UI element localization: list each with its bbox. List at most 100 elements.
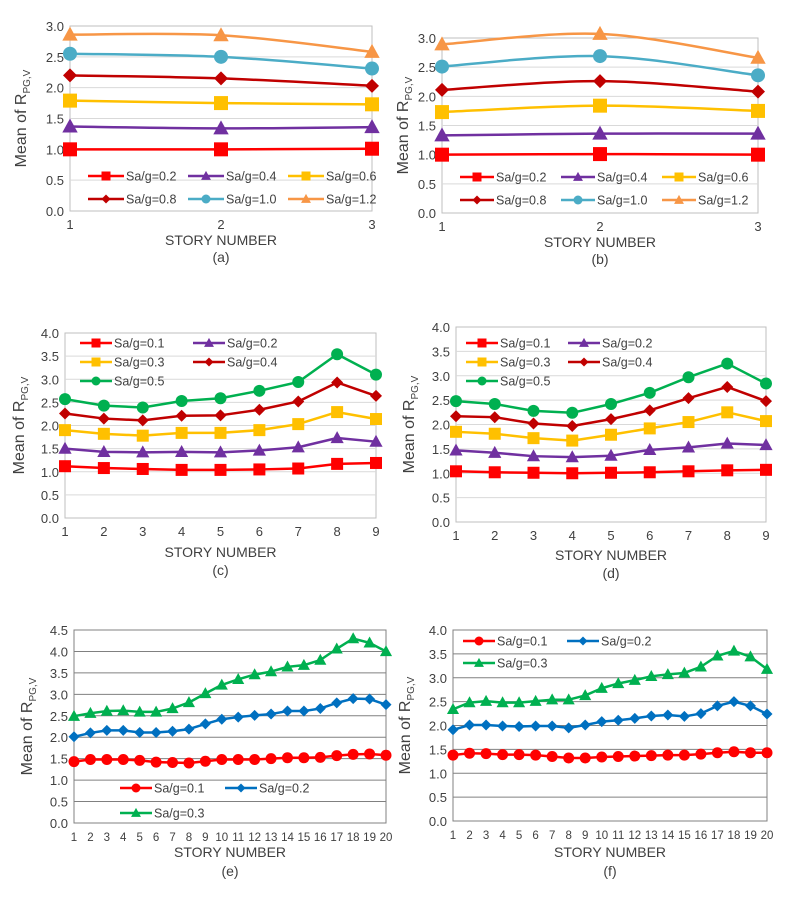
legend-label: Sa/g=0.1 <box>497 635 547 649</box>
series-sa-g-1-0 <box>63 46 379 76</box>
data-point <box>566 419 579 432</box>
x-tick-label: 8 <box>334 524 341 539</box>
data-point <box>59 407 71 420</box>
y-axis-title-subscript: PG,V <box>28 677 39 701</box>
data-point <box>214 409 227 422</box>
data-point <box>175 409 188 422</box>
data-point <box>183 723 195 735</box>
data-point <box>292 376 305 389</box>
x-tick-label: 3 <box>530 528 537 543</box>
legend: Sa/g=0.1 Sa/g=0.2 Sa/g=0.3 Sa/g=0.4 Sa/g=0.5 <box>466 337 652 389</box>
legend-item: Sa/g=0.3 <box>80 356 164 370</box>
data-point <box>248 668 261 680</box>
x-tick-label: 6 <box>532 830 538 842</box>
data-point <box>744 700 756 712</box>
data-point <box>67 709 81 721</box>
panel-caption: (c) <box>212 562 228 578</box>
x-axis-title: STORY NUMBER <box>554 844 666 860</box>
data-point <box>365 97 379 112</box>
data-point <box>605 466 617 479</box>
y-tick-label: 3.0 <box>432 369 450 384</box>
data-point <box>662 709 674 721</box>
legend: Sa/g=0.2 Sa/g=0.4 Sa/g=0.6 Sa/g=0.8 Sa/g=1.0… <box>460 171 748 208</box>
x-tick-label: 5 <box>607 528 614 543</box>
legend-label: Sa/g=0.4 <box>227 356 277 370</box>
y-axis-title-main: Mean of R <box>11 401 28 475</box>
data-point <box>136 445 150 458</box>
data-point <box>331 348 344 361</box>
legend-marker <box>204 337 214 347</box>
y-tick-label: 1.5 <box>46 112 64 127</box>
data-point <box>497 749 509 761</box>
data-point <box>292 395 305 408</box>
x-tick-label: 1 <box>66 217 73 232</box>
data-point <box>759 438 773 451</box>
data-point <box>347 693 359 705</box>
x-tick-label: 8 <box>186 832 192 844</box>
x-tick-label: 9 <box>202 832 208 844</box>
y-tick-label: 1.0 <box>429 766 447 781</box>
y-tick-label: 1.5 <box>50 752 68 767</box>
series-sa-g-0-5 <box>59 348 382 414</box>
data-point <box>681 440 696 453</box>
data-point <box>728 746 740 758</box>
legend-item: Sa/g=0.6 <box>288 170 376 184</box>
x-tick-label: 13 <box>645 830 658 842</box>
data-point <box>62 118 78 133</box>
data-point <box>370 413 382 426</box>
data-point <box>579 719 591 731</box>
y-tick-label: 0.0 <box>50 816 68 831</box>
y-axis-title-subscript: PG,V <box>22 69 33 93</box>
data-point <box>721 357 734 370</box>
data-point <box>253 424 266 437</box>
data-point <box>281 752 293 764</box>
x-tick-label: 1 <box>450 830 456 842</box>
y-tick-label: 2.5 <box>50 709 68 724</box>
legend-item: Sa/g=0.2 <box>568 337 652 351</box>
x-tick-label: 8 <box>565 830 571 842</box>
data-point <box>84 727 96 739</box>
x-tick-label: 3 <box>139 524 146 539</box>
y-tick-label: 0.0 <box>46 204 64 219</box>
legend-label: Sa/g=0.3 <box>154 807 204 821</box>
x-tick-label: 16 <box>694 830 707 842</box>
data-point <box>136 414 149 427</box>
x-tick-label: 7 <box>169 832 175 844</box>
data-point <box>167 757 179 769</box>
chart-panel-e: 0.00.51.01.52.02.53.03.54.04.51 2 3 4 5 6 7 8 9 1… <box>19 623 392 879</box>
data-point <box>117 724 129 736</box>
series-sa-g-0-2 <box>68 693 392 743</box>
data-point <box>364 43 380 58</box>
legend-label: Sa/g=1.0 <box>597 194 647 208</box>
y-axis-title-main: Mean of R <box>19 702 36 776</box>
x-axis-title: STORY NUMBER <box>555 547 667 563</box>
data-point <box>68 731 80 743</box>
x-tick-label: 18 <box>347 832 360 844</box>
data-point <box>380 699 392 711</box>
data-point <box>364 693 376 705</box>
y-tick-label: 1.5 <box>432 442 450 457</box>
y-tick-label: 2.5 <box>41 395 59 410</box>
x-tick-label: 17 <box>330 832 343 844</box>
x-tick-label: 11 <box>232 832 244 844</box>
data-point <box>563 722 575 734</box>
data-point <box>596 751 608 763</box>
data-point <box>488 411 501 424</box>
x-tick-label: 6 <box>256 524 263 539</box>
data-point <box>253 463 266 476</box>
legend-marker <box>578 636 588 646</box>
x-tick-label: 15 <box>678 830 691 842</box>
y-axis-title: Mean of RPG,V <box>401 375 421 473</box>
data-point <box>330 431 344 444</box>
data-point <box>249 709 261 721</box>
x-tick-label: 2 <box>596 219 603 234</box>
y-tick-label: 1.5 <box>418 119 436 134</box>
data-point <box>253 403 266 416</box>
legend-marker <box>301 171 311 181</box>
data-point <box>97 427 110 440</box>
legend-marker <box>204 357 214 367</box>
y-tick-label: 1.0 <box>50 773 68 788</box>
data-point <box>369 434 383 447</box>
data-point <box>314 751 326 763</box>
x-tick-label: 19 <box>744 830 757 842</box>
